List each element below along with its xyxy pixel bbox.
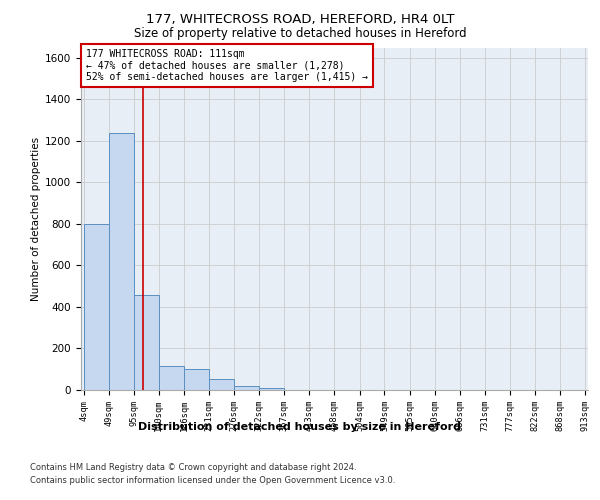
Text: 177, WHITECROSS ROAD, HEREFORD, HR4 0LT: 177, WHITECROSS ROAD, HEREFORD, HR4 0LT xyxy=(146,12,454,26)
Bar xyxy=(109,132,134,390)
Text: Size of property relative to detached houses in Hereford: Size of property relative to detached ho… xyxy=(134,28,466,40)
Text: Contains public sector information licensed under the Open Government Licence v3: Contains public sector information licen… xyxy=(30,476,395,485)
Bar xyxy=(184,369,209,390)
Bar xyxy=(234,386,259,390)
Bar xyxy=(209,378,234,390)
Text: Distribution of detached houses by size in Hereford: Distribution of detached houses by size … xyxy=(139,422,461,432)
Text: 177 WHITECROSS ROAD: 111sqm
← 47% of detached houses are smaller (1,278)
52% of : 177 WHITECROSS ROAD: 111sqm ← 47% of det… xyxy=(86,49,368,82)
Y-axis label: Number of detached properties: Number of detached properties xyxy=(31,136,41,301)
Text: Contains HM Land Registry data © Crown copyright and database right 2024.: Contains HM Land Registry data © Crown c… xyxy=(30,462,356,471)
Bar xyxy=(259,388,284,390)
Bar xyxy=(84,224,109,390)
Bar xyxy=(159,366,184,390)
Bar xyxy=(134,294,159,390)
